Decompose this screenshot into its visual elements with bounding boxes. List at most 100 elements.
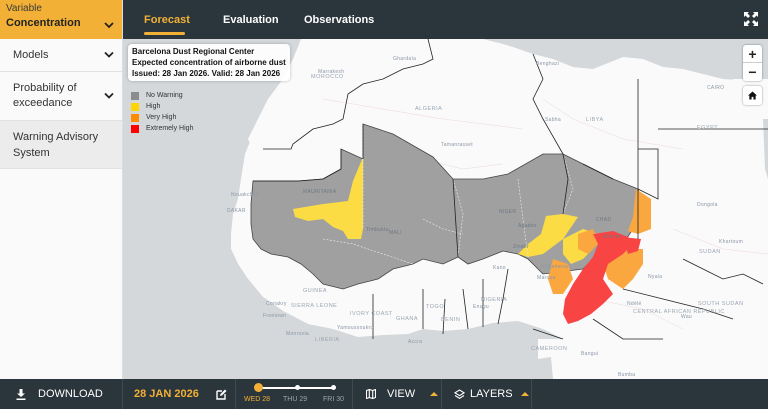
- tab-observations[interactable]: Observations: [304, 14, 375, 26]
- download-button[interactable]: DOWNLOAD: [0, 379, 123, 409]
- current-date: 28 JAN 2026: [134, 388, 199, 400]
- caret-up-icon: [520, 392, 529, 396]
- map-label-city: Bangui: [581, 351, 599, 357]
- map-label-city: Nouakchott: [231, 192, 260, 198]
- legend-item-extremely-high: Extremely High: [131, 123, 193, 134]
- home-icon: [748, 91, 757, 100]
- sidebar-item-label: Probability of exceedance: [13, 82, 77, 109]
- legend-label: Extremely High: [146, 125, 194, 132]
- top-navigation: Forecast Evaluation Observations: [123, 0, 768, 39]
- map-label-city: N'Djamena: [541, 264, 569, 270]
- dust-warning-map[interactable]: Marrakesh MOROCCO Ghardaïa ALGERIA Bengh…: [123, 39, 768, 379]
- tab-evaluation[interactable]: Evaluation: [223, 14, 279, 26]
- sidebar-item-models[interactable]: Models: [0, 39, 122, 72]
- map-label-city: Bumba: [618, 372, 636, 378]
- variable-caption: Variable: [6, 3, 42, 14]
- map-label-city: Zinder: [513, 244, 529, 250]
- map-label-city: CAIRO: [707, 85, 725, 91]
- layers-menu-button[interactable]: LAYERS: [442, 379, 532, 409]
- map-label-city: Nyala: [648, 274, 663, 280]
- home-view-button[interactable]: [743, 86, 762, 105]
- timeline-stop[interactable]: [295, 385, 300, 390]
- legend-item-very-high: Very High: [131, 112, 193, 123]
- map-label-country: LIBERIA: [315, 337, 340, 343]
- map-label-city: Kano: [493, 265, 506, 271]
- legend-item-no-warning: No Warning: [131, 90, 193, 101]
- variable-selector[interactable]: Variable Concentration: [0, 0, 122, 39]
- map-label-country: CENTRAL AFRICAN REPUBLIC: [633, 309, 725, 315]
- map-label-city: Ndélé: [627, 301, 642, 307]
- map-label-city: Timbuktu: [366, 227, 389, 233]
- map-label-city: Dongola: [697, 202, 718, 208]
- variable-value: Concentration: [6, 17, 81, 29]
- map-label-city: Maroua: [537, 275, 556, 281]
- chevron-down-icon: [104, 51, 114, 58]
- chevron-down-icon: [104, 22, 114, 29]
- map-label-country: MAURITANIA: [303, 189, 337, 195]
- tab-forecast[interactable]: Forecast: [144, 14, 190, 26]
- map-label-country: TOGO: [426, 304, 445, 310]
- layers-label: LAYERS: [470, 388, 513, 400]
- map-label-country: IVORY COAST: [350, 311, 393, 317]
- map-label-city: Khartoum: [719, 239, 744, 245]
- map-label-country: GHANA: [396, 316, 419, 322]
- map-label-city: Conakry: [266, 301, 287, 307]
- map-label-country: SUDAN: [699, 249, 721, 255]
- map-label-city: Freetown: [263, 313, 287, 319]
- map-label-country: SIERRA LEONE: [291, 303, 338, 309]
- edit-calendar-icon[interactable]: [216, 389, 227, 400]
- map-label-country: GUINEA: [303, 288, 328, 294]
- zoom-in-button[interactable]: +: [743, 45, 762, 63]
- map-label-city: Agadez: [518, 223, 537, 229]
- map-label-city: DAKAR: [227, 208, 246, 214]
- map-label-city: Benghazi: [536, 61, 560, 67]
- map-label-country: CAMEROON: [531, 346, 568, 352]
- map-label-country: SOUTH SUDAN: [698, 301, 744, 307]
- view-menu-button[interactable]: VIEW: [352, 379, 442, 409]
- legend-label: Very High: [146, 114, 177, 121]
- timeline-day-label[interactable]: THU 29: [283, 396, 308, 403]
- sidebar-item-label: Models: [13, 49, 49, 61]
- sidebar: Variable Concentration Models Probabilit…: [0, 0, 123, 379]
- bottom-toolbar: DOWNLOAD 28 JAN 2026 WED 28 THU 29 FRI 3…: [0, 379, 768, 409]
- map-label-country: BENIN: [441, 317, 461, 323]
- map-label-country: NIGERIA: [481, 297, 508, 303]
- timeline-handle[interactable]: [254, 383, 263, 392]
- caret-up-icon: [430, 392, 439, 396]
- legend-swatch: [131, 91, 139, 100]
- map-label-city: Abéché: [603, 234, 622, 240]
- date-selector[interactable]: 28 JAN 2026: [123, 379, 236, 409]
- map-label-country: CHAD: [596, 217, 612, 223]
- map-icon: [366, 389, 376, 399]
- legend-swatch: [131, 113, 139, 122]
- zoom-control: + −: [743, 45, 762, 81]
- legend-swatch: [131, 102, 139, 111]
- info-center-name: Barcelona Dust Regional Center: [132, 47, 255, 56]
- download-icon: [16, 388, 26, 400]
- sidebar-item-label: Warning Advisory System: [13, 130, 99, 159]
- zoom-out-button[interactable]: −: [748, 64, 757, 80]
- map-label-city: Yamoussoukro: [337, 325, 374, 331]
- map-label-country: MALI: [389, 230, 402, 236]
- map-label-city: Monrovia: [286, 331, 309, 337]
- sidebar-item-warning-advisory-system[interactable]: Warning Advisory System: [0, 121, 122, 169]
- map-label-city: Accra: [408, 339, 423, 345]
- info-dates: Issued: 28 Jan 2026. Valid: 28 Jan 2026: [132, 69, 281, 78]
- sidebar-item-probability-of-exceedance[interactable]: Probability of exceedance: [0, 72, 122, 121]
- legend-item-high: High: [131, 101, 193, 112]
- map-label-country: NIGER: [499, 209, 517, 215]
- legend-label: No Warning: [146, 92, 183, 99]
- timeline-stop[interactable]: [331, 385, 336, 390]
- map-label-country: LIBYA: [586, 117, 604, 123]
- timeline-day-label[interactable]: FRI 30: [323, 396, 345, 403]
- legend-swatch: [131, 124, 139, 133]
- date-timeline-slider[interactable]: WED 28 THU 29 FRI 30: [236, 379, 352, 409]
- view-label: VIEW: [387, 388, 416, 400]
- expand-arrows-icon[interactable]: [744, 12, 758, 26]
- map-label-city: Wau: [681, 314, 692, 320]
- timeline-day-label[interactable]: WED 28: [244, 396, 271, 403]
- legend-label: High: [146, 103, 161, 110]
- map-label-city: Enugu: [473, 304, 489, 310]
- map-label-city: Ghardaïa: [393, 56, 417, 62]
